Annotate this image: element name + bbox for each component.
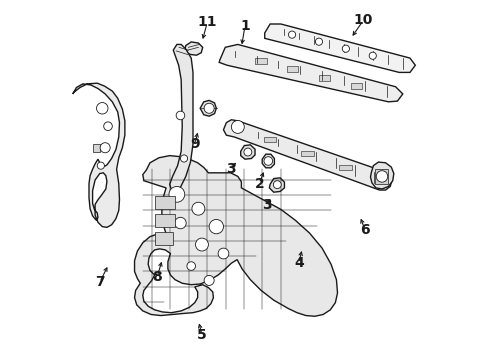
Circle shape [187,262,196,270]
Circle shape [218,248,229,259]
Text: 3: 3 [262,198,271,212]
Polygon shape [170,44,193,192]
Circle shape [192,202,205,215]
Circle shape [244,148,252,156]
Text: 3: 3 [226,162,236,176]
Circle shape [196,238,208,251]
Circle shape [369,52,376,59]
Circle shape [100,143,110,153]
Text: 5: 5 [197,328,207,342]
Circle shape [209,220,223,234]
Circle shape [97,103,108,114]
Polygon shape [270,178,285,192]
Text: 6: 6 [360,223,370,237]
Circle shape [231,121,245,134]
Polygon shape [184,42,203,55]
Circle shape [376,171,388,182]
Polygon shape [73,83,125,227]
Text: 8: 8 [152,270,162,284]
Circle shape [176,111,185,120]
Polygon shape [264,137,276,142]
Polygon shape [135,156,338,316]
Text: 1: 1 [240,19,250,33]
Circle shape [273,181,281,189]
Polygon shape [287,66,298,72]
Circle shape [316,38,322,45]
Polygon shape [223,120,392,190]
Polygon shape [265,24,416,72]
Circle shape [175,217,186,229]
Circle shape [180,155,188,162]
Polygon shape [155,214,175,226]
Polygon shape [301,151,314,156]
Text: 4: 4 [294,256,304,270]
Circle shape [97,162,104,169]
Polygon shape [370,162,394,189]
Polygon shape [155,232,172,244]
Polygon shape [255,58,267,64]
Polygon shape [375,169,389,184]
Circle shape [343,45,349,52]
Circle shape [169,186,185,202]
Text: 11: 11 [197,15,217,29]
Text: 10: 10 [354,13,373,27]
Polygon shape [351,83,362,89]
Polygon shape [339,165,352,170]
Text: 2: 2 [254,177,264,190]
Polygon shape [319,75,330,81]
Circle shape [104,122,112,131]
Text: 9: 9 [190,137,199,151]
Polygon shape [155,196,175,209]
Circle shape [204,103,214,113]
Polygon shape [200,100,216,116]
Circle shape [289,31,295,38]
Polygon shape [219,44,403,102]
Polygon shape [262,154,274,168]
Text: 7: 7 [95,275,104,289]
Polygon shape [93,144,100,152]
Circle shape [264,157,272,165]
Circle shape [204,275,214,285]
Polygon shape [241,145,255,159]
